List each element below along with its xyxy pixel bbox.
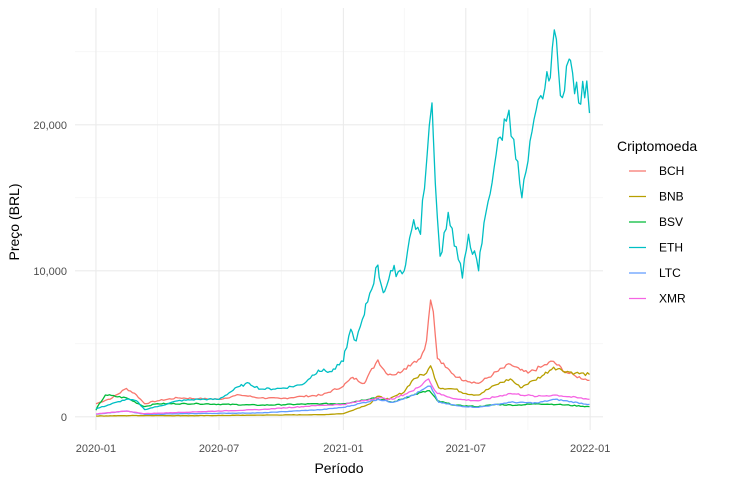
major-gridlines <box>75 8 603 430</box>
legend: Criptomoeda BCH BNB BSV ETH LTC XMR <box>617 138 697 306</box>
legend-label-eth: ETH <box>659 241 683 255</box>
legend-label-bch: BCH <box>659 164 684 178</box>
legend-label-bnb: BNB <box>659 190 684 204</box>
minor-gridlines <box>75 8 603 430</box>
series-line-eth <box>95 29 591 411</box>
x-axis-title: Período <box>314 460 363 476</box>
series-lines <box>95 29 591 417</box>
y-tick-label: 20,000 <box>33 120 67 132</box>
series-line-ltc <box>95 385 590 416</box>
y-tick-label: 10,000 <box>33 266 67 278</box>
x-tick-label: 2020-01 <box>76 443 116 455</box>
legend-label-bsv: BSV <box>659 215 683 229</box>
legend-items: BCH BNB BSV ETH LTC XMR <box>629 164 686 306</box>
legend-label-ltc: LTC <box>659 266 681 280</box>
y-axis-title: Preço (BRL) <box>6 183 22 260</box>
legend-title: Criptomoeda <box>617 138 697 154</box>
series-line-bch <box>95 299 590 405</box>
y-tick-label: 0 <box>61 412 67 424</box>
series-line-xmr <box>95 378 590 415</box>
y-axis-ticks: 0 10,000 20,000 <box>33 120 67 424</box>
legend-label-xmr: XMR <box>659 292 686 306</box>
x-tick-label: 2021-07 <box>446 443 486 455</box>
x-tick-label: 2020-07 <box>199 443 239 455</box>
series-line-bsv <box>95 389 590 411</box>
series-line-bnb <box>95 365 590 417</box>
x-axis-ticks: 2020-01 2020-07 2021-01 2021-07 2022-01 <box>76 443 611 455</box>
x-tick-label: 2022-01 <box>570 443 610 455</box>
x-tick-label: 2021-01 <box>323 443 363 455</box>
